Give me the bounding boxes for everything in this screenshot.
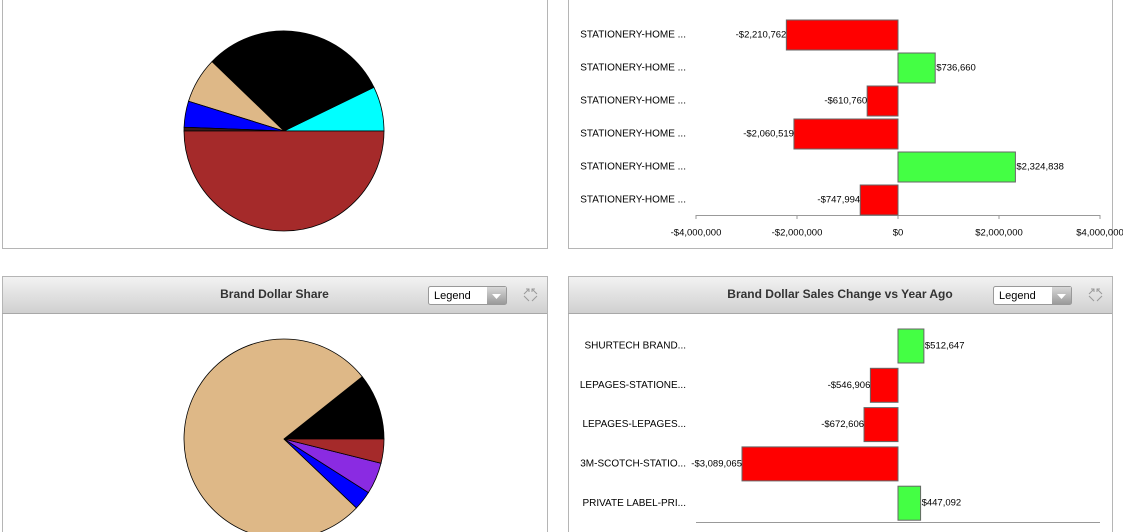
bar	[866, 85, 899, 117]
bar	[785, 19, 899, 51]
x-tick-label: $2,000,000	[975, 228, 1023, 239]
category-label: STATIONERY-HOME ...	[580, 30, 686, 41]
value-label: $2,324,838	[1016, 162, 1064, 173]
value-label: $736,660	[936, 63, 976, 74]
panel	[568, 276, 1113, 532]
pie-slice	[282, 376, 385, 440]
bar	[793, 118, 899, 150]
bar	[897, 485, 922, 521]
legend-dropdown[interactable]: Legend	[428, 286, 507, 305]
category-label: LEPAGES-STATIONE...	[580, 380, 686, 391]
category-label: STATIONERY-HOME ...	[580, 162, 686, 173]
dropdown-arrow[interactable]	[492, 294, 501, 299]
value-label: $447,092	[922, 498, 962, 509]
dropdown-label[interactable]: Legend	[434, 290, 471, 302]
bar	[859, 184, 899, 216]
legend-dropdown[interactable]: Legend	[993, 286, 1072, 305]
value-label: $512,647	[925, 341, 965, 352]
value-label: -$546,906	[828, 380, 871, 391]
category-label: STATIONERY-HOME ...	[580, 195, 686, 206]
dropdown-arrow[interactable]	[1057, 294, 1066, 299]
x-tick-label: $4,000,000	[1076, 228, 1123, 239]
x-tick-label: -$4,000,000	[671, 228, 722, 239]
category-label: SHURTECH BRAND...	[585, 341, 687, 352]
category-label: LEPAGES-LEPAGES...	[582, 419, 686, 430]
pie-slice	[183, 338, 363, 532]
bar	[897, 151, 1016, 183]
pie-slice	[183, 130, 385, 232]
category-label: PRIVATE LABEL-PRI...	[582, 498, 686, 509]
panel-title: Brand Dollar Sales Change vs Year Ago	[727, 287, 952, 301]
value-label: -$2,210,762	[736, 30, 787, 41]
expand-icon[interactable]	[523, 288, 538, 302]
bar	[741, 446, 899, 482]
value-label: -$610,760	[824, 96, 867, 107]
category-label: 3M-SCOTCH-STATIO...	[580, 459, 686, 470]
category-label: STATIONERY-HOME ...	[580, 96, 686, 107]
category-label: STATIONERY-HOME ...	[580, 129, 686, 140]
bar	[863, 407, 899, 443]
pie-slice	[211, 30, 375, 132]
value-label: -$2,060,519	[743, 129, 794, 140]
x-tick-label: $0	[893, 228, 904, 239]
expand-icon[interactable]	[1088, 288, 1103, 302]
bar	[897, 52, 936, 84]
value-label: -$747,994	[817, 195, 860, 206]
dropdown-label[interactable]: Legend	[999, 290, 1036, 302]
bar	[897, 328, 925, 364]
category-label: STATIONERY-HOME ...	[580, 63, 686, 74]
panel-title: Brand Dollar Share	[220, 287, 329, 301]
pie-slice	[283, 438, 385, 464]
value-label: -$672,606	[821, 419, 864, 430]
value-label: -$3,089,065	[691, 458, 742, 469]
x-tick-label: -$2,000,000	[772, 228, 823, 239]
bar	[869, 367, 899, 403]
